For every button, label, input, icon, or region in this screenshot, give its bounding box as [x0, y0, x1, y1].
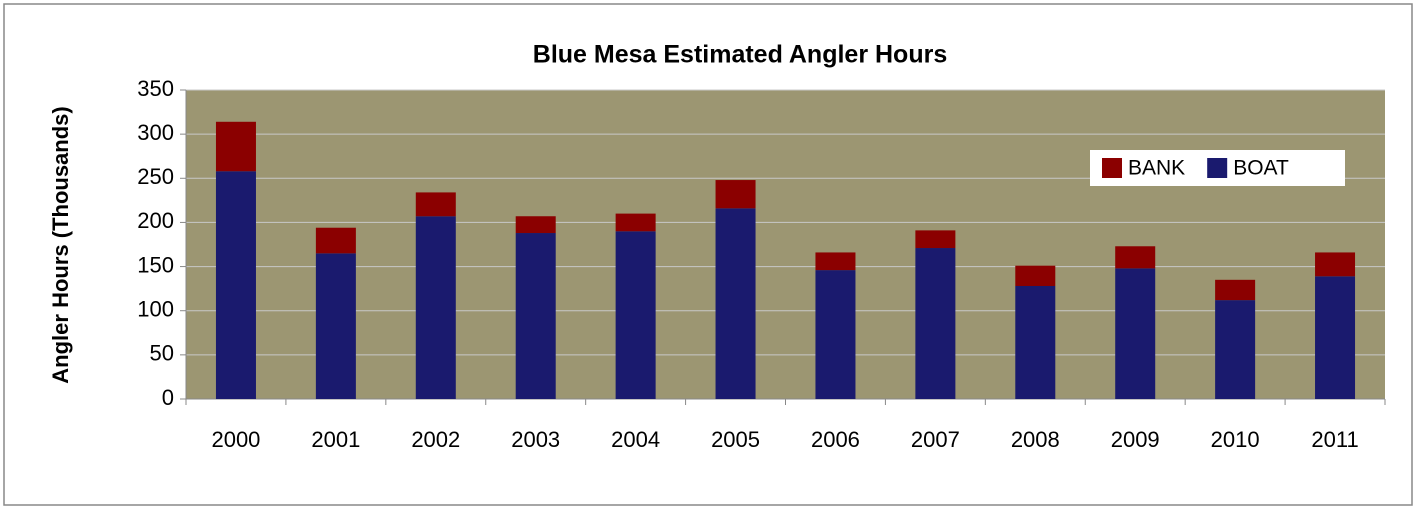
y-tick-label: 350	[137, 76, 174, 101]
x-tick-label: 2008	[1011, 427, 1060, 452]
bar-segment	[615, 231, 656, 399]
bar-segment	[215, 171, 256, 399]
legend-label: BANK	[1128, 157, 1185, 180]
y-tick-label: 300	[137, 120, 174, 145]
bar-segment	[315, 227, 356, 254]
x-tick-label: 2007	[911, 427, 960, 452]
x-tick-label: 2010	[1211, 427, 1260, 452]
x-tick-label: 2000	[211, 427, 260, 452]
bar-segment	[1015, 285, 1056, 399]
bar-segment	[315, 253, 356, 399]
bar-segment	[1315, 252, 1356, 277]
x-tick-label: 2009	[1111, 427, 1160, 452]
bar-segment	[415, 192, 456, 217]
bar-segment	[415, 216, 456, 399]
plot-area	[186, 90, 1385, 399]
bar-segment	[1215, 300, 1256, 399]
y-tick-label: 150	[137, 252, 174, 277]
bar-segment	[1015, 265, 1056, 286]
x-tick-label: 2004	[611, 427, 660, 452]
x-tick-label: 2001	[311, 427, 360, 452]
x-tick-label: 2002	[411, 427, 460, 452]
bar-segment	[715, 180, 756, 209]
y-axis-label: Angler Hours (Thousands)	[48, 106, 73, 383]
x-tick-label: 2005	[711, 427, 760, 452]
bar-segment	[1115, 246, 1156, 269]
x-tick-label: 2011	[1311, 427, 1358, 452]
bar-segment	[215, 121, 256, 172]
chart-title: Blue Mesa Estimated Angler Hours	[533, 41, 947, 69]
legend-swatch	[1207, 158, 1228, 178]
bar-segment	[1115, 268, 1156, 399]
bar-segment	[815, 270, 856, 399]
bar-segment	[515, 233, 556, 399]
y-tick-label: 200	[137, 208, 174, 233]
bar-segment	[515, 216, 556, 234]
y-tick-label: 0	[162, 385, 174, 410]
bar-segment	[1315, 276, 1356, 399]
y-tick-label: 250	[137, 164, 174, 189]
bar-segment	[915, 230, 956, 249]
y-tick-label: 50	[150, 341, 174, 366]
bar-segment	[715, 208, 756, 399]
legend-label: BOAT	[1233, 157, 1289, 180]
x-tick-label: 2003	[511, 427, 560, 452]
y-tick-label: 100	[137, 297, 174, 322]
bar-segment	[915, 248, 956, 399]
bar-segment	[1215, 279, 1256, 301]
bar-segment	[815, 252, 856, 271]
bar-segment	[615, 213, 656, 232]
legend-swatch	[1102, 158, 1122, 178]
x-tick-label: 2006	[811, 427, 860, 452]
